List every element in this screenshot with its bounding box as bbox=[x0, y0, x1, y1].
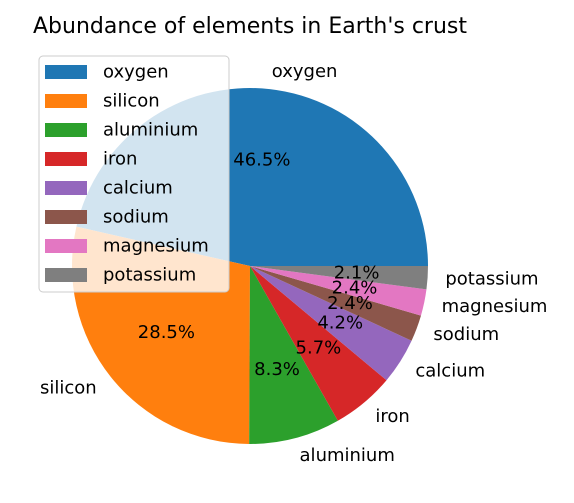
legend-label-oxygen: oxygen bbox=[103, 62, 169, 83]
slice-sodium bbox=[250, 266, 421, 341]
slice-labels: oxygen silicon aluminium iron calcium sodium m… bbox=[40, 61, 547, 466]
legend-label-iron: iron bbox=[103, 149, 137, 170]
legend-label-magnesium: magnesium bbox=[103, 236, 209, 257]
legend-swatch-calcium bbox=[45, 181, 87, 195]
percent-label-silicon: 28.5% bbox=[138, 322, 195, 343]
label-magnesium: magnesium bbox=[442, 296, 548, 317]
percent-label-magnesium: 2.4% bbox=[332, 277, 378, 298]
slice-aluminium bbox=[249, 266, 338, 444]
slice-magnesium bbox=[250, 266, 427, 316]
legend-label-silicon: silicon bbox=[103, 91, 160, 112]
legend-swatch-potassium bbox=[45, 268, 87, 282]
label-oxygen: oxygen bbox=[272, 61, 338, 82]
slice-potassium bbox=[250, 266, 428, 290]
label-iron: iron bbox=[375, 406, 409, 427]
legend: oxygen silicon aluminium iron calcium sodium m… bbox=[38, 55, 230, 293]
percent-label-oxygen: 46.5% bbox=[233, 149, 290, 170]
percent-label-sodium: 2.4% bbox=[327, 293, 373, 314]
legend-swatch-iron bbox=[45, 152, 87, 166]
slice-iron bbox=[250, 266, 387, 421]
label-calcium: calcium bbox=[415, 360, 485, 381]
legend-swatch-silicon bbox=[45, 94, 87, 108]
percent-label-aluminium: 8.3% bbox=[254, 359, 300, 380]
percent-label-potassium: 2.1% bbox=[334, 263, 380, 284]
legend-label-calcium: calcium bbox=[103, 178, 173, 199]
legend-label-sodium: sodium bbox=[103, 207, 169, 228]
percent-labels: 46.5%28.5%8.3%5.7%4.2%2.4%2.4%2.1% bbox=[138, 149, 380, 379]
legend-swatch-aluminium bbox=[45, 123, 87, 137]
legend-swatch-sodium bbox=[45, 210, 87, 224]
legend-swatch-oxygen bbox=[45, 65, 87, 79]
label-sodium: sodium bbox=[433, 324, 499, 345]
chart-title: Abundance of elements in Earth's crust bbox=[33, 14, 467, 39]
percent-label-calcium: 4.2% bbox=[317, 313, 363, 334]
slice-calcium bbox=[250, 266, 412, 381]
label-aluminium: aluminium bbox=[300, 445, 395, 466]
legend-label-aluminium: aluminium bbox=[103, 120, 198, 141]
legend-label-potassium: potassium bbox=[103, 265, 196, 286]
label-silicon: silicon bbox=[40, 377, 97, 398]
label-potassium: potassium bbox=[445, 268, 538, 289]
percent-label-iron: 5.7% bbox=[296, 338, 342, 359]
legend-swatch-magnesium bbox=[45, 239, 87, 253]
legend-frame bbox=[38, 55, 230, 293]
